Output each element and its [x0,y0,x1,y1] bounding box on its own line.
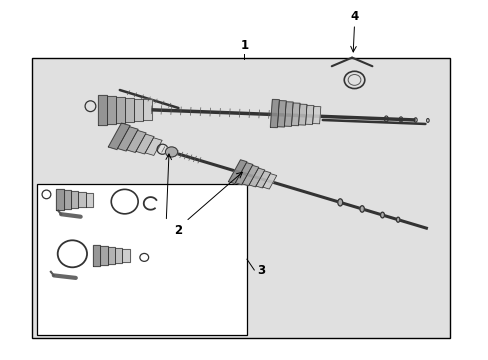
Polygon shape [270,99,279,127]
Polygon shape [116,97,124,123]
Polygon shape [248,168,264,187]
Text: 3: 3 [257,264,265,276]
Polygon shape [100,246,107,265]
Ellipse shape [338,199,342,205]
Polygon shape [136,134,154,154]
Polygon shape [133,99,142,121]
Polygon shape [122,249,129,262]
Polygon shape [142,99,151,120]
Ellipse shape [360,206,363,212]
Polygon shape [228,160,246,184]
Polygon shape [235,163,252,185]
Polygon shape [85,193,93,207]
Text: 2: 2 [174,224,182,237]
Polygon shape [98,95,106,125]
Polygon shape [277,101,285,127]
Polygon shape [263,174,276,189]
Polygon shape [63,190,71,209]
Polygon shape [71,191,78,208]
Text: 4: 4 [350,10,358,23]
Polygon shape [284,102,293,126]
Polygon shape [93,245,100,266]
Polygon shape [298,104,306,125]
Polygon shape [108,123,130,149]
Polygon shape [312,107,320,124]
Polygon shape [124,98,133,122]
Polygon shape [255,171,270,188]
Bar [37,184,246,335]
Ellipse shape [165,147,177,157]
Polygon shape [115,248,122,263]
Polygon shape [145,138,162,156]
Polygon shape [107,247,115,264]
Polygon shape [78,192,85,207]
Text: 1: 1 [240,39,248,51]
Polygon shape [305,105,313,125]
Polygon shape [126,130,146,153]
Ellipse shape [380,213,383,217]
Polygon shape [106,96,116,124]
Polygon shape [242,165,258,186]
Polygon shape [291,103,300,126]
Polygon shape [117,127,138,151]
Polygon shape [56,189,63,210]
Ellipse shape [396,218,399,222]
Bar [32,58,449,338]
